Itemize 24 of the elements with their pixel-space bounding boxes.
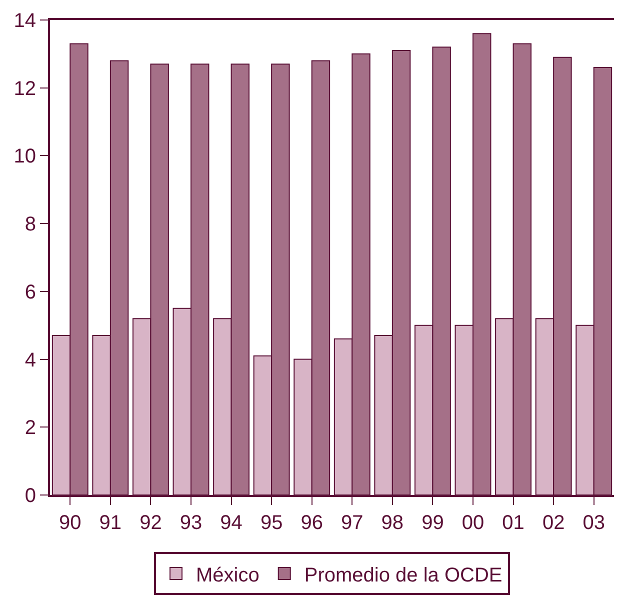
legend-label: México: [196, 564, 260, 586]
x-tick-label: 99: [422, 512, 444, 534]
x-tick-label: 91: [99, 512, 122, 534]
x-tick-label: 97: [341, 512, 364, 534]
x-tick-label: 90: [59, 512, 82, 534]
y-tick-label: 14: [14, 10, 36, 32]
legend-label: Promedio de la OCDE: [304, 564, 502, 586]
y-tick-label: 6: [24, 281, 36, 304]
y-tick-label: 0: [24, 485, 36, 507]
y-tick-label: 8: [24, 214, 36, 236]
x-tick-label: 93: [180, 512, 202, 534]
y-tick-label: 2: [24, 417, 36, 440]
x-tick-label: 92: [140, 512, 162, 534]
x-tick-label: 00: [462, 512, 484, 534]
y-tick-label: 12: [14, 78, 36, 100]
x-tick-label: 03: [582, 512, 605, 534]
y-tick-label: 10: [14, 146, 36, 168]
x-tick-label: 96: [300, 512, 323, 534]
x-tick-label: 95: [260, 512, 283, 534]
x-tick-label: 02: [542, 512, 565, 534]
y-tick-label: 4: [24, 349, 36, 372]
x-tick-label: 98: [381, 512, 404, 534]
x-tick-label: 94: [220, 512, 242, 534]
x-tick-label: 01: [502, 512, 524, 534]
